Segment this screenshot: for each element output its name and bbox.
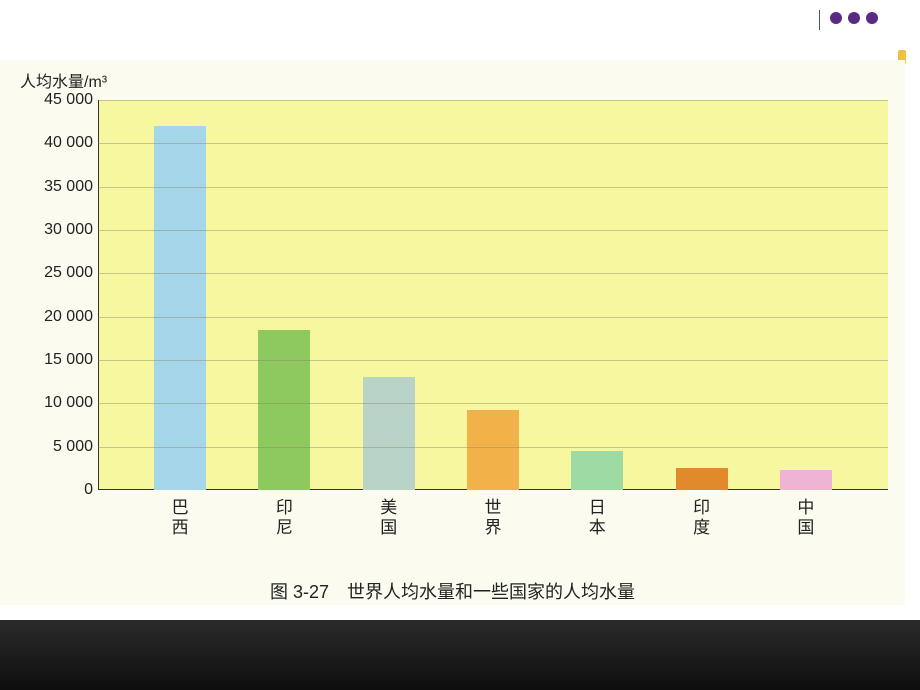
separator: [819, 10, 820, 30]
bar-india: [676, 468, 728, 490]
bars-layer: [98, 100, 888, 490]
bar-brazil: [154, 126, 206, 490]
grid-line: [98, 447, 888, 448]
grid-line: [98, 317, 888, 318]
slide: 人均水量/m³ 巴 西 印 尼 美 国 世 界 日 本 印 度 中 国 图 3-27 世界人…: [0, 0, 920, 690]
slide-bottom-shadow: [0, 620, 920, 690]
grid-line: [98, 403, 888, 404]
grid-line: [98, 360, 888, 361]
y-tick-label: 30 000: [13, 221, 93, 239]
grid-line: [98, 143, 888, 144]
grid-line: [98, 100, 888, 101]
grid-line: [98, 187, 888, 188]
y-axis-title: 人均水量/m³: [20, 68, 107, 92]
bar-indonesia: [258, 330, 310, 490]
y-tick-label: 40 000: [13, 134, 93, 152]
plot-area: [98, 100, 888, 490]
y-tick-label: 15 000: [13, 351, 93, 369]
dot-icon: [830, 12, 842, 24]
bar-japan: [571, 451, 623, 490]
dot-icon: [866, 12, 878, 24]
water-chart: 人均水量/m³ 巴 西 印 尼 美 国 世 界 日 本 印 度 中 国 图 3-27 世界人…: [0, 60, 905, 605]
x-label-usa: 美 国: [380, 498, 397, 537]
x-label-world: 世 界: [485, 498, 502, 537]
y-tick-label: 5 000: [13, 438, 93, 456]
x-label-japan: 日 本: [589, 498, 606, 537]
bar-world: [467, 410, 519, 490]
x-label-brazil: 巴 西: [172, 498, 189, 537]
x-label-india: 印 度: [693, 498, 710, 537]
chart-caption: 图 3-27 世界人均水量和一些国家的人均水量: [0, 578, 905, 604]
y-tick-label: 0: [13, 481, 93, 499]
grid-line: [98, 230, 888, 231]
y-tick-label: 25 000: [13, 264, 93, 282]
y-tick-label: 10 000: [13, 394, 93, 412]
y-tick-label: 20 000: [13, 308, 93, 326]
x-label-indonesia: 印 尼: [276, 498, 293, 537]
bar-usa: [363, 377, 415, 490]
y-tick-label: 35 000: [13, 178, 93, 196]
bar-china: [780, 470, 832, 490]
grid-line: [98, 273, 888, 274]
x-label-china: 中 国: [797, 498, 814, 537]
slide-menu-dots[interactable]: [830, 12, 878, 24]
y-tick-label: 45 000: [13, 91, 93, 109]
dot-icon: [848, 12, 860, 24]
